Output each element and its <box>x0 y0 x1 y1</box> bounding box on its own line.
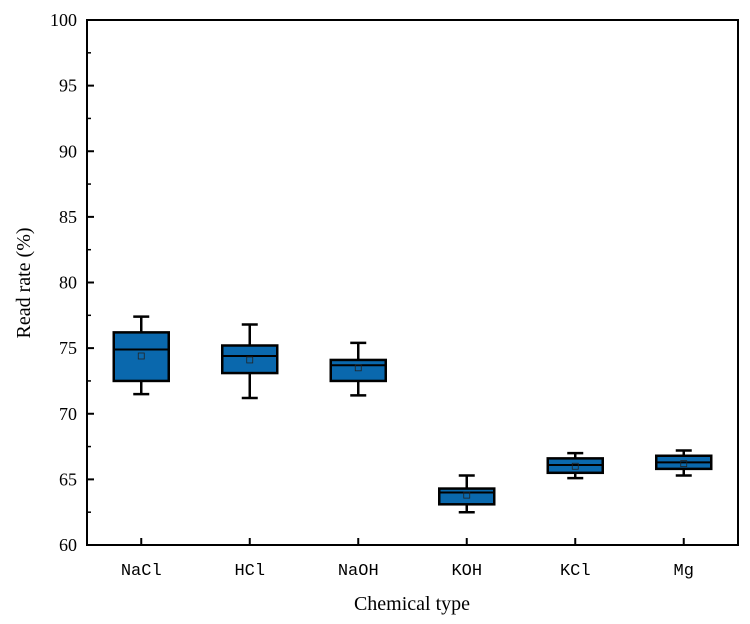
box-nacl <box>112 315 170 545</box>
box-series <box>112 315 713 545</box>
mean-marker <box>246 356 254 364</box>
y-tick-label: 60 <box>59 535 77 555</box>
y-axis-title: Read rate (%) <box>13 227 35 338</box>
iqr-box <box>438 487 496 506</box>
x-axis-title: Chemical type <box>354 593 470 615</box>
box-mg <box>655 449 713 545</box>
y-tick-label: 70 <box>59 404 77 424</box>
mean-marker <box>354 364 362 372</box>
box-kcl <box>546 451 604 545</box>
y-axis-ticks: 60 65 70 75 80 85 90 95 100 <box>50 10 94 555</box>
y-tick-label: 90 <box>59 141 77 161</box>
box-koh <box>438 474 496 545</box>
x-tick-label: KCl <box>560 562 591 581</box>
iqr-box <box>221 344 279 375</box>
box-hcl <box>221 323 279 545</box>
y-tick-label: 75 <box>59 338 77 358</box>
box-naoh <box>329 341 387 545</box>
x-tick-label: KOH <box>451 562 482 581</box>
y-tick-label: 80 <box>59 273 77 293</box>
mean-marker <box>137 352 145 360</box>
y-tick-label: 65 <box>59 469 77 489</box>
plot-frame <box>86 19 739 546</box>
x-tick-label: HCl <box>234 562 265 581</box>
mean-marker <box>463 491 471 499</box>
x-tick-label: Mg <box>674 562 694 581</box>
y-tick-label: 100 <box>50 10 77 30</box>
x-axis-tick-labels: NaCl HCl NaOH KOH KCl Mg <box>121 562 694 581</box>
x-tick-label: NaCl <box>121 562 162 581</box>
iqr-box <box>112 331 170 383</box>
x-tick-label: NaOH <box>338 562 379 581</box>
y-tick-label: 95 <box>59 76 77 96</box>
mean-marker <box>680 460 688 468</box>
y-tick-label: 85 <box>59 207 77 227</box>
mean-marker <box>571 462 579 470</box>
